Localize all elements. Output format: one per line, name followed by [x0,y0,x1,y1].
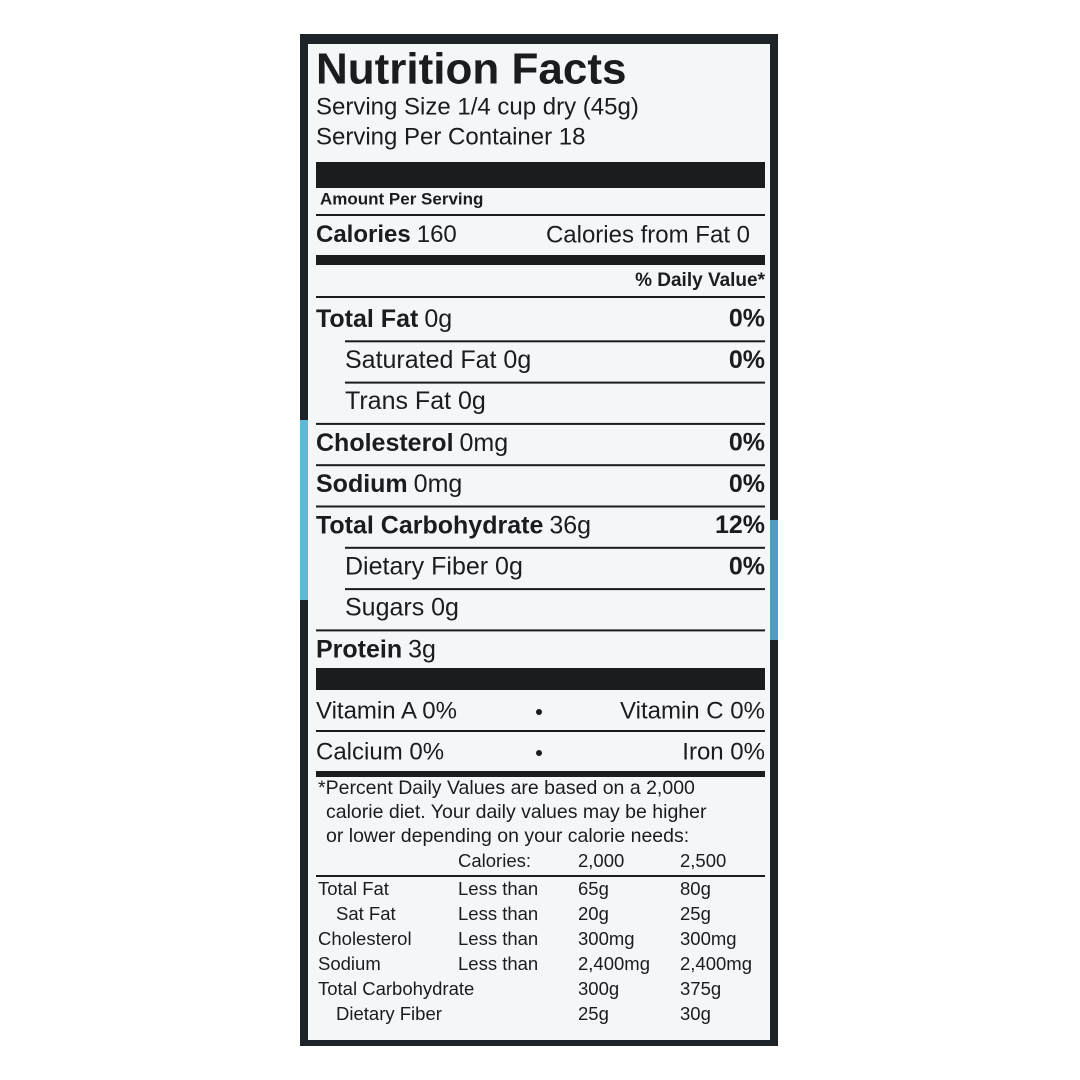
nutrient-row: Protein 3g [316,635,436,663]
table-nutrient: Cholesterol [318,928,412,949]
bullet [536,750,542,756]
table-value: 25g [680,903,711,924]
table-qualifier: Less than [458,953,538,974]
table-value: 80g [680,878,711,899]
daily-value: 12% [715,511,765,539]
rule [316,668,765,690]
table-header: 2,500 [680,850,726,871]
sub-nutrient: Dietary Fiber 0g [345,552,523,580]
table-value: 25g [578,1003,609,1024]
daily-value: 0% [729,346,765,374]
table-value: 2,400mg [578,953,650,974]
table-value: 20g [578,903,609,924]
nutrient-name: Total Fat [316,305,419,333]
nutrient-row: Cholesterol 0mg [316,429,508,457]
rule [316,162,765,188]
nutrient-name: Cholesterol [316,429,454,457]
nutrient-row: Sodium 0mg [316,470,462,498]
table-value: 30g [680,1003,711,1024]
rule [316,214,765,216]
nutrient-name: Sodium [316,470,408,498]
nutrient-name: Protein [316,635,402,663]
rule [316,422,765,425]
table-value: 300mg [578,928,635,949]
table-nutrient: Total Carbohydrate [318,978,474,999]
table-qualifier: Less than [458,903,538,924]
amount: 0mg [414,470,463,498]
package-accent [300,420,310,600]
daily-value: 0% [729,305,765,333]
amount-per-serving: Amount Per Serving [320,189,483,208]
amount: 36g [549,511,591,539]
rule [345,340,765,343]
sub-nutrient: Trans Fat 0g [345,387,486,415]
amount: 0g [424,305,452,333]
rule [316,255,765,265]
footnote: calorie diet. Your daily values may be h… [326,801,707,823]
nutrient-name: Calories [316,221,411,248]
servings-per-container: Serving Per Container 18 [316,123,585,150]
rule [345,588,765,591]
table-qualifier: Less than [458,928,538,949]
table-value: 300g [578,978,619,999]
table-value: 375g [680,978,721,999]
table-value: 65g [578,878,609,899]
table-nutrient: Sodium [318,953,381,974]
amount: 0mg [460,429,509,457]
serving-size: Serving Size 1/4 cup dry (45g) [316,93,639,120]
daily-value: 0% [729,552,765,580]
label-background [308,44,770,1040]
rule [316,296,765,298]
vitamin: Vitamin A 0% [316,697,457,724]
nutrient-row: Total Fat 0g [316,305,452,333]
table-nutrient: Dietary Fiber [336,1003,442,1024]
vitamin: Iron 0% [682,738,765,765]
nutrient-row: Total Carbohydrate 36g [316,511,591,539]
table-nutrient: Total Fat [318,878,389,899]
package-accent [770,520,778,640]
calories-from-fat: Calories from Fat 0 [546,221,750,248]
vitamin: Vitamin C 0% [620,697,765,724]
amount: 160 [417,221,457,248]
rule [345,381,765,384]
rule [316,730,765,732]
sub-nutrient: Sugars 0g [345,594,459,622]
rule [316,464,765,467]
rule [316,771,765,777]
sub-nutrient: Saturated Fat 0g [345,346,531,374]
table-value: 300mg [680,928,737,949]
rule [316,505,765,508]
table-nutrient: Sat Fat [336,903,396,924]
dv-header: % Daily Value* [635,270,766,291]
calories: Calories 160 [316,221,457,248]
bullet [536,709,542,715]
footnote: *Percent Daily Values are based on a 2,0… [318,777,695,799]
daily-value: 0% [729,470,765,498]
rule [345,546,765,549]
footnote: or lower depending on your calorie needs… [326,825,689,847]
daily-value: 0% [729,429,765,457]
table-value: 2,400mg [680,953,752,974]
nutrient-name: Total Carbohydrate [316,511,543,539]
rule [316,875,765,877]
rule [316,629,765,632]
table-qualifier: Less than [458,878,538,899]
amount: 3g [408,635,436,663]
table-header: Calories: [458,850,531,871]
table-header: 2,000 [578,850,624,871]
title: Nutrition Facts [316,45,626,94]
vitamin: Calcium 0% [316,738,444,765]
